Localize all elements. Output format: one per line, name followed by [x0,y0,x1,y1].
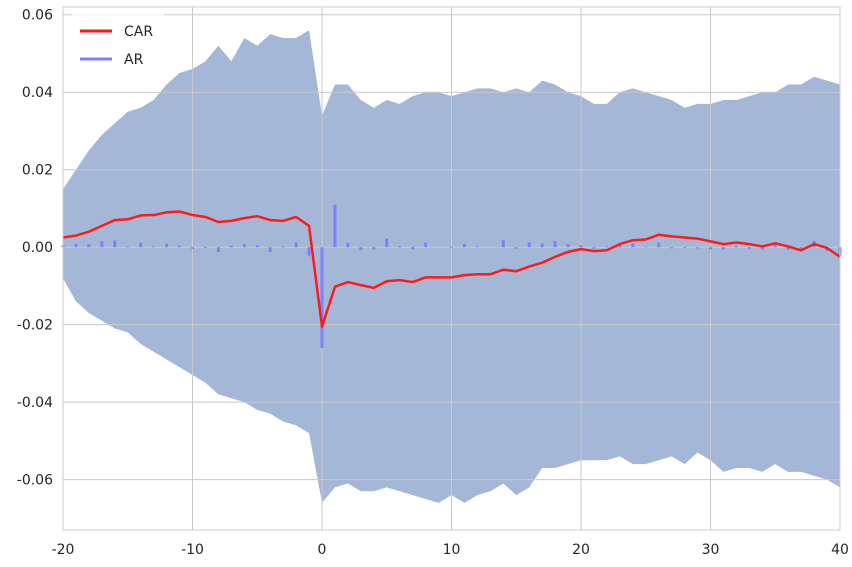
ar-bar [320,247,324,348]
ar-bar [100,240,104,248]
ar-bar [152,246,156,248]
ar-bar [346,242,350,248]
ar-bar [398,246,402,248]
car-line-layer [62,210,841,328]
y-tick-label: 0.02 [22,163,53,179]
ar-bar [113,240,117,248]
ar-bar [203,247,207,248]
ar-bar [760,247,764,250]
ar-bar [165,243,169,248]
ar-bar [126,246,130,248]
ar-bars-layer [61,204,842,348]
ar-bar [294,242,298,248]
y-tick-labels: -0.06 -0.04 -0.02 0.00 0.02 0.04 0.06 [17,8,53,489]
y-tick-label: -0.02 [17,318,53,334]
y-tick-label: 0.06 [22,8,53,24]
ar-bar [450,246,453,248]
ar-bar [527,242,531,248]
x-tick-label: 0 [318,542,327,558]
ar-bar [475,246,479,248]
x-tick-label: -20 [52,542,75,558]
ar-bar [592,247,596,249]
x-tick-label: 30 [702,542,720,558]
x-tick-label: -10 [181,542,204,558]
ar-bar [255,245,259,248]
x-tick-label: 10 [443,542,461,558]
ar-bar [307,247,311,256]
x-tick-label: 40 [831,542,849,558]
ar-bar [683,247,687,248]
ar-bar [411,247,415,250]
ar-bar [268,247,272,252]
ar-bar [424,242,428,248]
car-line [62,210,841,328]
ar-bar [670,247,674,249]
x-tick-label: 20 [572,542,590,558]
ar-bar [385,238,389,248]
ar-bar [644,246,648,248]
y-tick-label: 0.00 [22,240,53,256]
ar-bar [281,246,285,248]
ar-bar [87,244,91,248]
ar-bar [216,247,220,252]
ar-bar [74,243,78,248]
ar-bar [514,247,518,249]
ar-bar [631,243,635,248]
legend-label-car: CAR [124,24,153,40]
x-tick-labels: -20 -10 0 10 20 30 40 [52,542,849,558]
ar-bar [462,244,466,248]
ar-bar [566,244,570,248]
ar-bar [605,246,609,248]
legend-label-ar: AR [124,52,144,68]
ar-bar [786,247,790,250]
y-tick-label: -0.04 [17,395,53,411]
ar-bar [734,245,738,248]
ar-bar [191,247,194,249]
ar-bar [242,244,246,248]
ar-bar [372,247,376,250]
ar-bar [359,247,363,251]
y-tick-label: -0.06 [17,473,53,489]
ar-bar [696,247,700,249]
axis-layer [62,6,841,531]
ar-bar [139,242,143,248]
ar-bar [747,247,751,249]
ar-bar [333,204,337,248]
ar-bar [553,240,557,248]
plot-frame [62,6,841,531]
ar-bar [657,242,661,248]
ar-bar [709,247,712,250]
ar-bar [540,243,544,248]
ar-bar [579,245,583,248]
y-tick-label: 0.04 [22,85,53,101]
ar-bar [501,240,505,248]
ar-bar [229,245,233,248]
ar-bar [178,245,182,248]
ar-bar [721,247,725,250]
legend: CAR AR [72,14,164,74]
ar-bar [773,244,777,248]
legend-box [72,14,164,74]
